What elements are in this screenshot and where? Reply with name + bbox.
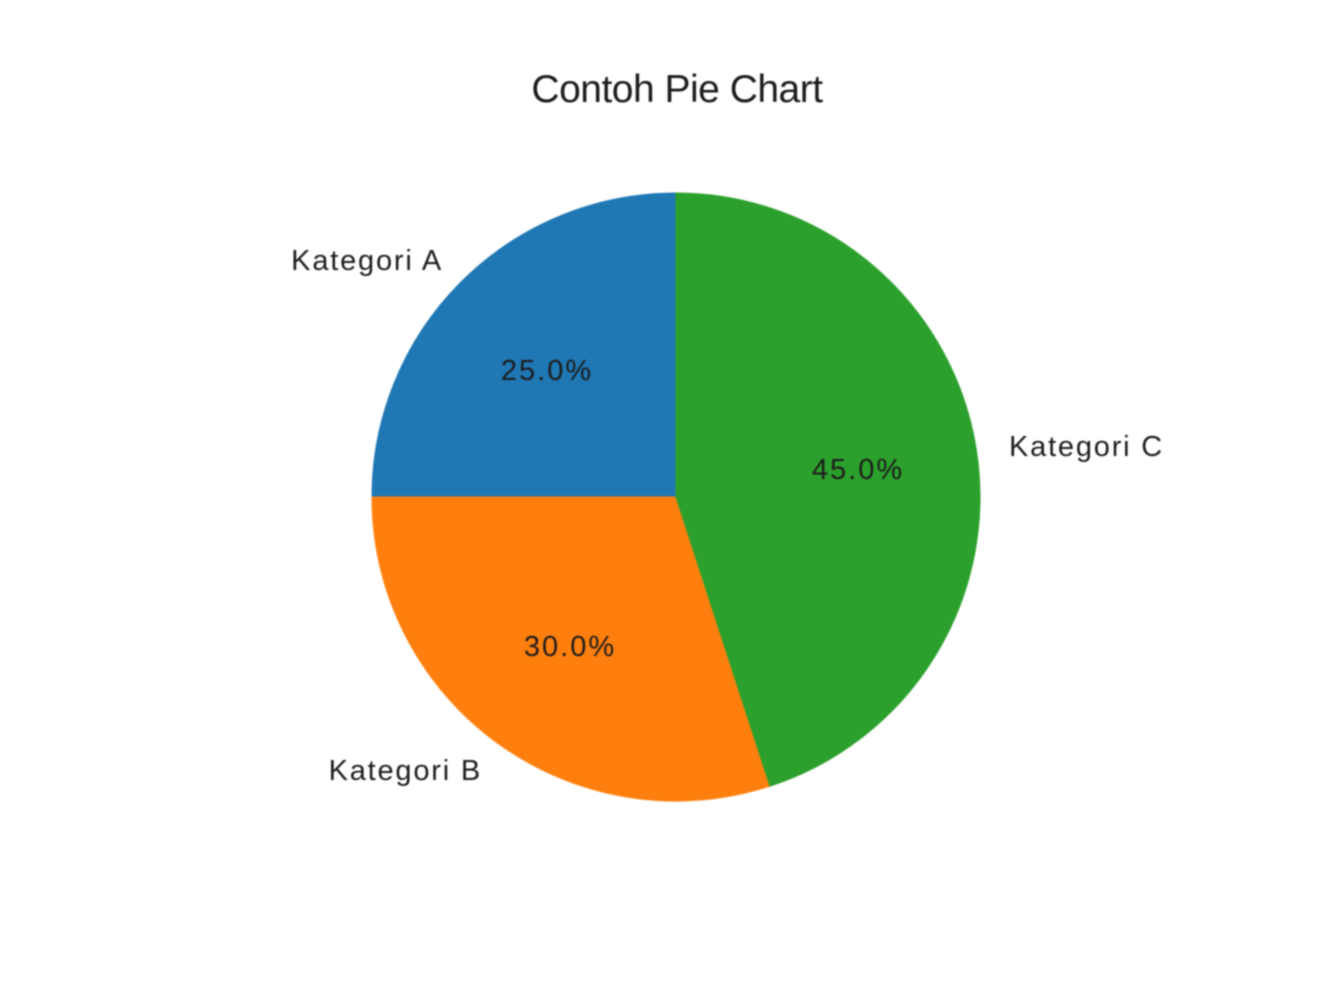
svg-text:25.0%: 25.0% [501,355,593,387]
svg-text:Kategori B: Kategori B [329,755,482,787]
svg-text:Contoh Pie Chart: Contoh Pie Chart [531,68,823,111]
svg-text:Kategori A: Kategori A [291,245,443,277]
svg-text:Kategori C: Kategori C [1009,431,1164,463]
svg-text:45.0%: 45.0% [812,454,904,486]
svg-text:30.0%: 30.0% [524,631,616,663]
